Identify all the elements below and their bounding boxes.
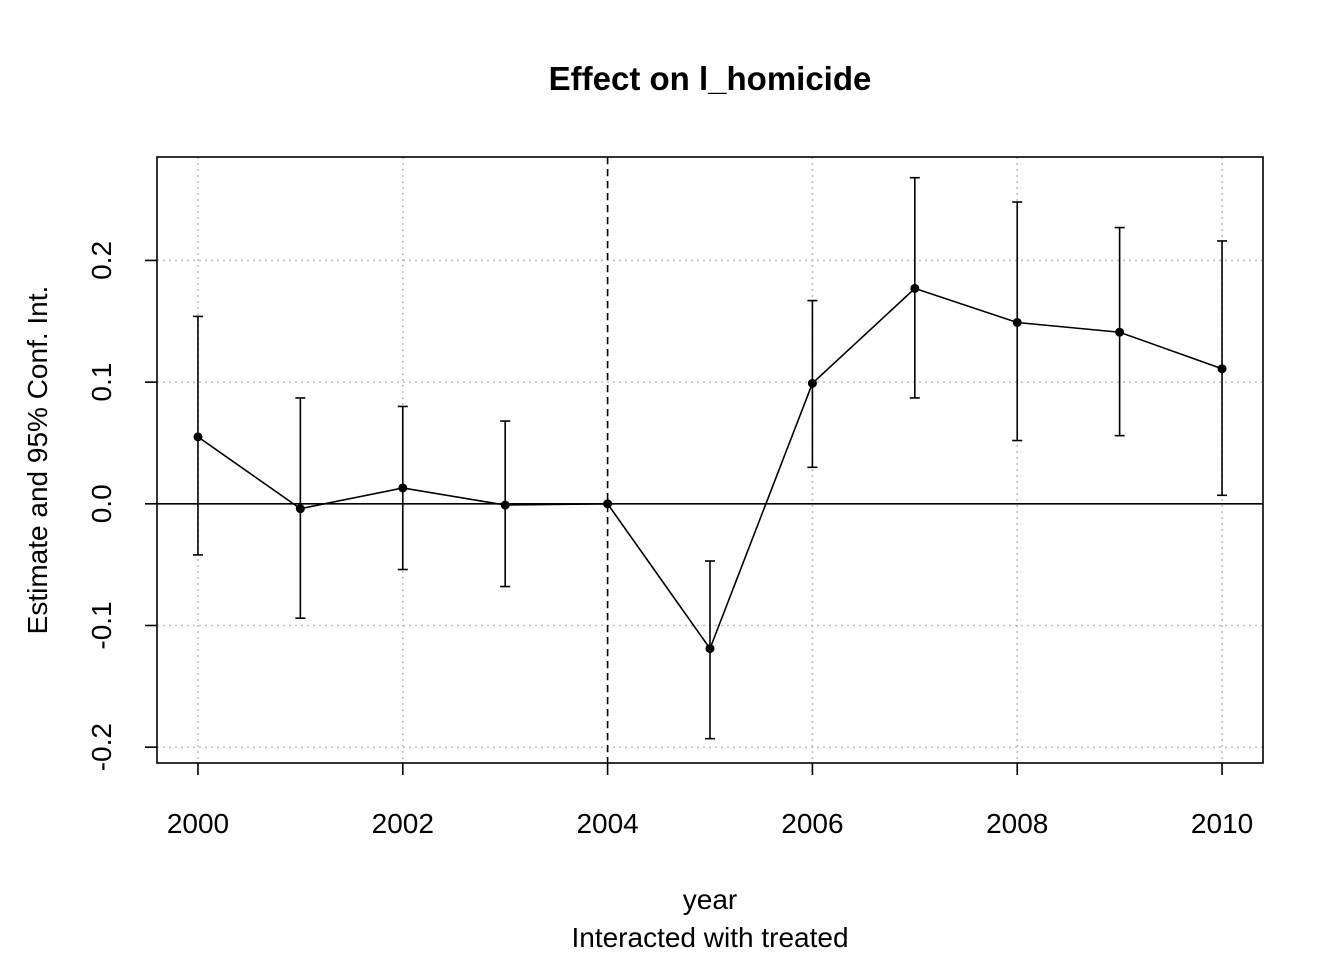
x-tick-label: 2000 xyxy=(167,808,229,839)
estimate-point xyxy=(910,283,920,293)
x-tick-label: 2006 xyxy=(781,808,843,839)
x-tick-label: 2010 xyxy=(1191,808,1253,839)
estimate-point xyxy=(1012,317,1022,327)
estimate-point xyxy=(193,432,203,442)
x-axis-label: year xyxy=(682,884,738,915)
y-tick-label: 0.1 xyxy=(86,363,117,402)
estimate-point xyxy=(398,483,408,493)
y-tick-label: -0.1 xyxy=(86,601,117,649)
estimate-point xyxy=(1115,327,1125,337)
y-tick-label: -0.2 xyxy=(86,723,117,771)
estimate-point xyxy=(295,504,305,514)
x-axis-sublabel: Interacted with treated xyxy=(571,922,849,953)
y-tick-label: 0.2 xyxy=(86,241,117,280)
estimate-point xyxy=(500,500,510,510)
y-tick-label: 0.0 xyxy=(86,484,117,523)
plot-frame xyxy=(156,156,1264,764)
estimate-point xyxy=(603,499,613,509)
estimate-point xyxy=(1217,364,1227,374)
chart-title: Effect on l_homicide xyxy=(548,60,872,97)
x-tick-label: 2004 xyxy=(576,808,638,839)
x-tick-label: 2002 xyxy=(372,808,434,839)
estimate-point xyxy=(807,378,817,388)
x-tick-label: 2008 xyxy=(986,808,1048,839)
estimate-point xyxy=(705,644,715,654)
